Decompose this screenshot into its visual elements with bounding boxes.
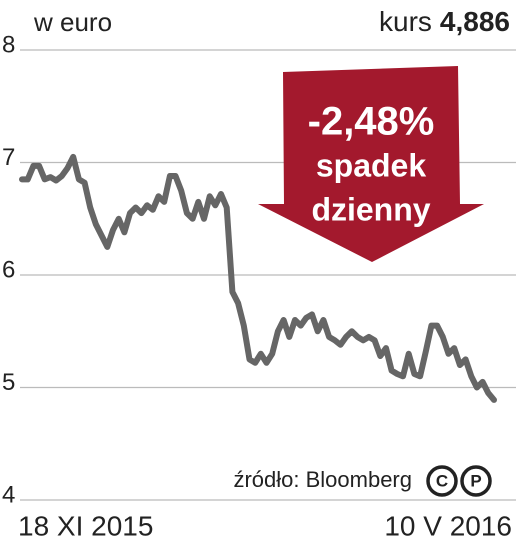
y-tick-label: 6 [2,256,15,283]
annotation-text: -2,48% [308,100,435,144]
y-tick-label: 7 [2,144,15,171]
unit-label: w euro [33,7,112,37]
price-line [19,153,497,403]
y-tick-label: 8 [2,31,15,58]
y-tick-label: 5 [2,369,15,396]
x-tick-label: 10 V 2016 [384,510,512,541]
header-label: kurs [379,6,432,37]
license-icon-letter: C [436,471,448,490]
annotation-text: spadek [316,147,426,183]
annotation-arrow [258,66,484,262]
license-icon [460,465,492,497]
y-tick-label: 4 [2,481,15,508]
header-value: 4,886 [440,6,510,37]
license-icon [426,465,458,497]
source: źródło: Bloomberg [233,467,412,492]
x-tick-label: 18 XI 2015 [18,510,153,541]
annotation-text: dzienny [311,191,430,227]
header: kurs 4,886 [379,6,510,37]
license-icon-letter: P [470,471,481,490]
